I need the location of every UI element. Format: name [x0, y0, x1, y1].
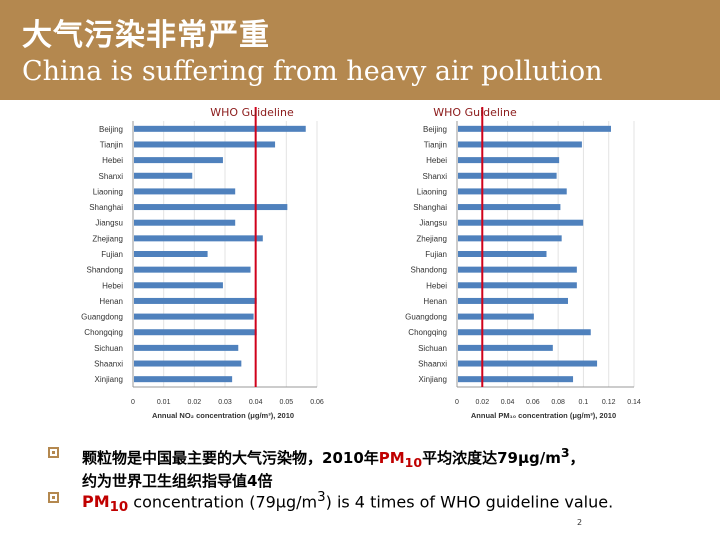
bullet-text-chinese: 颗粒物是中国最主要的大气污染物，2010年PM10平均浓度达79μg/m3， 约…: [82, 445, 585, 490]
bar: [458, 360, 598, 367]
category-label: Shandong: [87, 266, 123, 275]
bar: [134, 360, 242, 367]
bar: [458, 344, 553, 351]
page-number: 2: [577, 518, 583, 527]
slide-title-english: China is suffering from heavy air pollut…: [22, 56, 603, 87]
bar: [458, 251, 547, 257]
bar: [458, 204, 561, 211]
x-tick-label: 0.06: [310, 399, 324, 406]
category-label: Beijing: [423, 125, 447, 134]
x-tick-label: 0.04: [501, 399, 515, 406]
x-tick-label: 0.12: [602, 399, 616, 406]
bar: [134, 344, 239, 351]
category-label: Beijing: [99, 125, 123, 134]
bar: [458, 266, 577, 273]
category-label: Henan: [99, 297, 123, 306]
bar: [458, 329, 591, 336]
category-label: Zhejiang: [92, 234, 123, 243]
bar: [134, 172, 193, 179]
bar: [134, 251, 208, 257]
bar: [134, 235, 263, 242]
category-label: Hebei: [426, 281, 447, 290]
bar: [134, 125, 306, 132]
bar: [458, 313, 534, 320]
bar: [134, 157, 223, 164]
category-label: Shandong: [411, 266, 447, 275]
bar: [458, 157, 560, 164]
x-tick-label: 0.04: [249, 399, 263, 406]
category-label: Shanxi: [99, 172, 124, 181]
bar: [458, 219, 584, 226]
bar: [458, 172, 557, 179]
bar: [134, 329, 257, 336]
category-label: Liaoning: [93, 187, 123, 196]
category-label: Shanghai: [89, 203, 123, 212]
category-label: Hebei: [102, 281, 123, 290]
bullet-marker: [48, 447, 59, 458]
category-label: Xinjiang: [419, 375, 447, 384]
category-label: Sichuan: [94, 344, 123, 353]
x-axis-label: Annual NO₂ concentration (μg/m³), 2010: [152, 411, 294, 420]
bar: [134, 376, 233, 383]
bar: [134, 204, 288, 211]
x-tick-label: 0.01: [157, 399, 171, 406]
category-label: Chongqing: [84, 328, 123, 337]
x-tick-label: 0.06: [526, 399, 540, 406]
bar: [134, 297, 257, 304]
category-label: Fujian: [101, 250, 123, 259]
x-tick-label: 0.05: [280, 399, 294, 406]
x-tick-label: 0.02: [475, 399, 489, 406]
category-label: Hebei: [102, 156, 123, 165]
category-label: Shanghai: [413, 203, 447, 212]
category-label: Guangdong: [81, 313, 123, 322]
category-label: Guangdong: [405, 313, 447, 322]
category-label: Sichuan: [418, 344, 447, 353]
pm10-chart: 0 0.02 0.04 0.06 0.08 0.1 0.12 0.14 Beijing Tianj…: [405, 106, 641, 420]
x-tick-label: 0.1: [579, 399, 589, 406]
bar: [134, 188, 236, 195]
category-label: Shaanxi: [418, 360, 447, 369]
x-tick-label: 0.08: [551, 399, 565, 406]
slide-title-chinese: 大气污染非常严重: [22, 18, 270, 53]
x-axis-label: Annual PM₁₀ concentration (μg/m³), 2010: [471, 411, 616, 420]
bar: [134, 141, 276, 148]
who-guideline-label: WHO Guideline: [433, 106, 517, 119]
bar: [458, 235, 562, 242]
category-label: Jiangsu: [95, 219, 123, 228]
category-label: Chongqing: [408, 328, 447, 337]
who-guideline-label: WHO Guideline: [210, 106, 294, 119]
category-label: Jiangsu: [419, 219, 447, 228]
x-tick-label: 0.03: [218, 399, 232, 406]
bar: [458, 376, 574, 383]
x-tick-label: 0: [455, 399, 459, 406]
no2-chart: 0 0.01 0.02 0.03 0.04 0.05 0.06 Beijing Tianjin H…: [81, 106, 324, 420]
bar: [458, 125, 611, 132]
x-tick-label: 0.14: [627, 399, 641, 406]
bar: [458, 297, 568, 304]
category-label: Liaoning: [417, 187, 447, 196]
x-tick-label: 0: [131, 399, 135, 406]
bar: [458, 141, 582, 148]
x-tick-label: 0.02: [188, 399, 202, 406]
bullet-marker: [48, 492, 59, 503]
category-label: Zhejiang: [416, 234, 447, 243]
bar: [134, 313, 254, 320]
bar: [134, 266, 251, 273]
category-label: Tianjin: [424, 140, 447, 149]
category-label: Shanxi: [423, 172, 448, 181]
category-label: Shaanxi: [94, 360, 123, 369]
category-label: Hebei: [426, 156, 447, 165]
category-label: Henan: [423, 297, 447, 306]
bar: [458, 282, 577, 289]
bar: [134, 219, 236, 226]
category-label: Fujian: [425, 250, 447, 259]
category-label: Xinjiang: [95, 375, 123, 384]
category-label: Tianjin: [100, 140, 123, 149]
bullet-text-english: PM10 concentration (79μg/m3) is 4 times …: [82, 490, 614, 516]
bar: [134, 282, 223, 289]
bar: [458, 188, 567, 195]
title-bar: 大气污染非常严重 China is suffering from heavy a…: [0, 0, 720, 100]
